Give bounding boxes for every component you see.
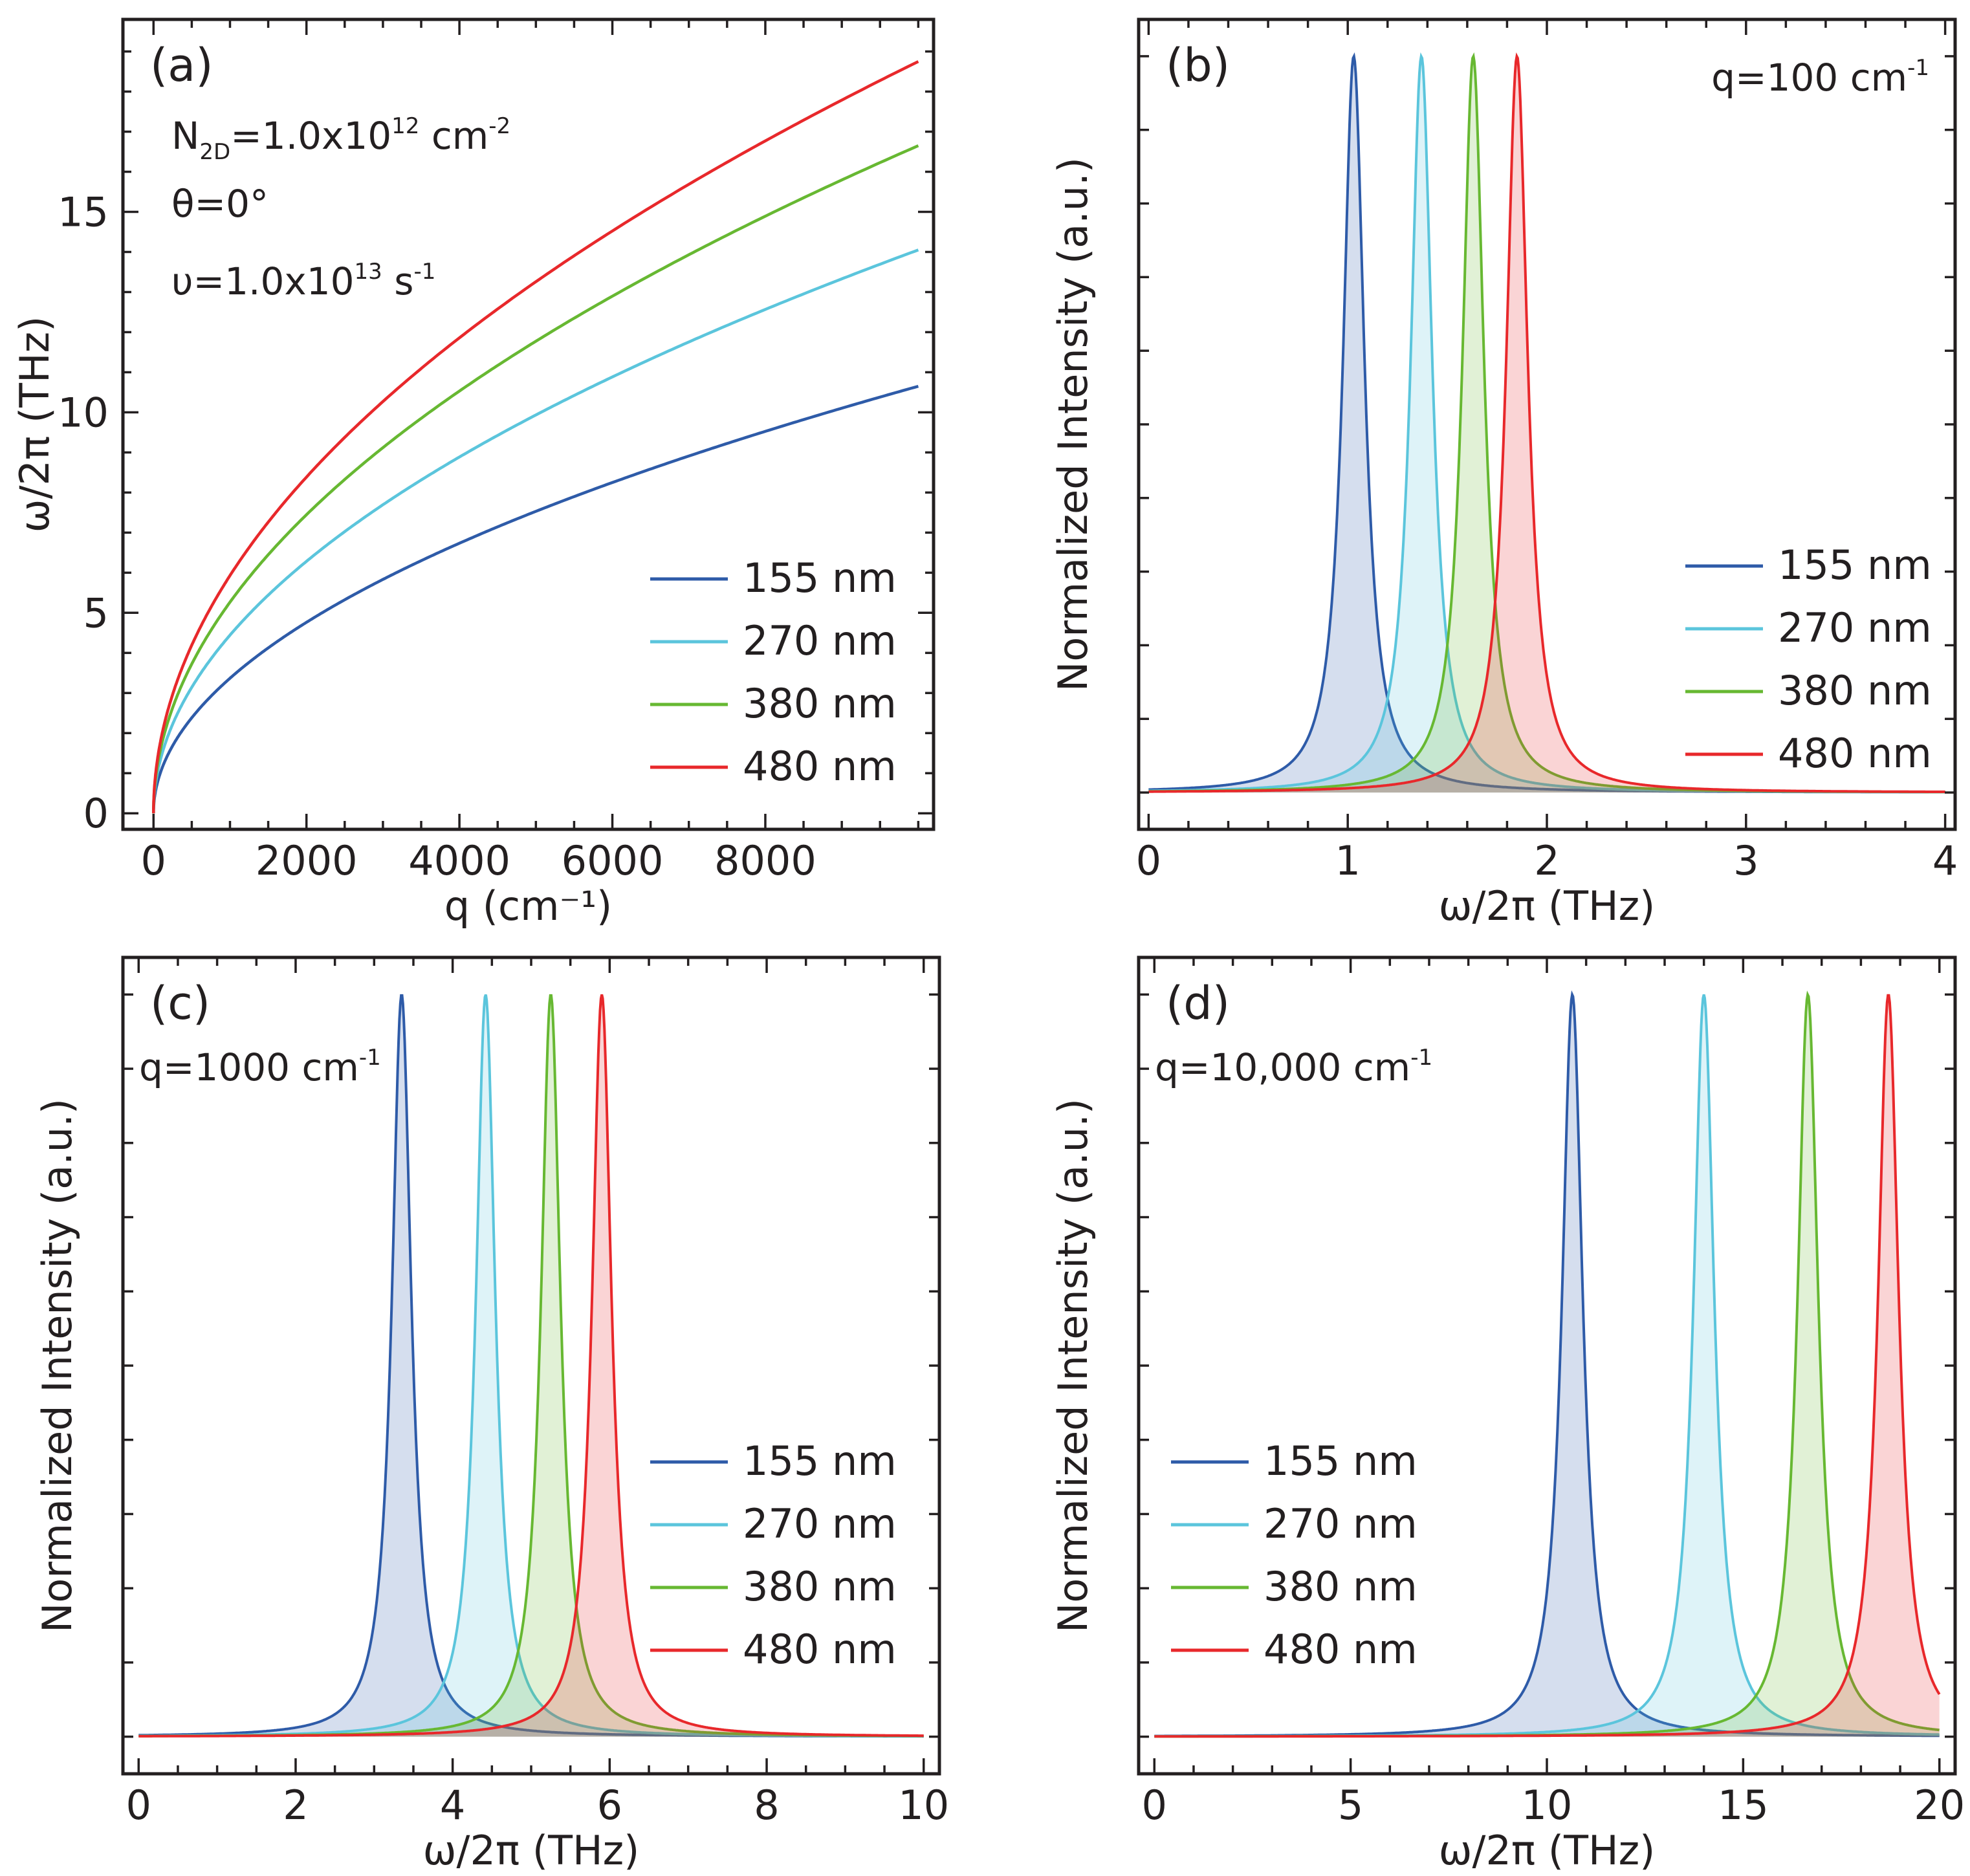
annotation-sup: -1 (359, 1045, 381, 1071)
x-tick-label: 5 (1338, 1782, 1363, 1829)
legend-label: 155 nm (743, 1437, 897, 1485)
series-line-270-nm (152, 248, 919, 814)
annotation-base: υ=1.0x10 (171, 259, 355, 303)
legend-label: 480 nm (743, 1626, 897, 1673)
x-tick-label: 0 (141, 837, 166, 884)
y-tick-label: 5 (83, 589, 109, 637)
annotation-sup2: -2 (488, 113, 510, 139)
legend-label: 155 nm (1778, 541, 1932, 589)
panel-label: (a) (150, 39, 213, 92)
series-line-380-nm (152, 144, 919, 814)
annotation-line: θ=0° (171, 182, 268, 226)
legend-label: 380 nm (1778, 667, 1932, 714)
annotation-sup: -1 (1907, 55, 1929, 81)
plot-area (1154, 990, 1941, 1738)
x-tick-label: 6 (597, 1782, 622, 1829)
x-tick-label: 3 (1733, 837, 1758, 884)
annotation: q=1000 cm-1 (139, 1045, 381, 1089)
panel-label: (d) (1166, 977, 1230, 1030)
legend-label: 480 nm (1778, 730, 1932, 777)
panel-label: (c) (150, 977, 210, 1030)
x-axis-label: ω/2π (THz) (1439, 1827, 1656, 1873)
series-fill-480-nm (1154, 995, 1940, 1737)
legend-label: 380 nm (743, 680, 897, 727)
legend-label: 270 nm (1264, 1500, 1417, 1547)
x-tick-label: 2 (1534, 837, 1559, 884)
annotation-line: N2D=1.0x1012 cm-2 (171, 113, 510, 165)
x-tick-label: 2000 (256, 837, 358, 884)
series-line-480-nm (152, 60, 919, 814)
series-line-480-nm (1148, 52, 1945, 794)
panel-a: 0 2000 4000 6000 8000 0 5 10 15 q (cm⁻¹) ω/2π (THz… (11, 17, 936, 930)
series-fill-380-nm (138, 995, 924, 1737)
annotation-base: N (171, 114, 199, 158)
x-axis-label: ω/2π (THz) (423, 1827, 640, 1873)
plot-area (1148, 52, 1945, 794)
panel-b: 0 1 2 3 4 ω/2π (THz) Normalized Intensity (a.u… (1049, 17, 1958, 930)
legend-label: 270 nm (743, 1500, 897, 1547)
y-axis-label: Normalized Intensity (a.u.) (1049, 1098, 1097, 1633)
annotation: q=10,000 cm-1 (1155, 1045, 1432, 1089)
plot-frame (121, 17, 936, 831)
legend-label: 270 nm (743, 617, 897, 664)
annotation-text: q=10,000 cm (1155, 1045, 1410, 1089)
series-fill-155-nm (1148, 56, 1945, 793)
annotation-sup: 12 (391, 113, 419, 139)
legend-label: 155 nm (1264, 1437, 1417, 1485)
legend-label: 380 nm (743, 1563, 897, 1610)
annotation-text: q=100 cm (1711, 56, 1907, 100)
x-axis-label: ω/2π (THz) (1439, 882, 1656, 930)
annotation-sup: 13 (355, 259, 382, 285)
y-axis-label: Normalized Intensity (a.u.) (34, 1098, 81, 1633)
y-axis-label: ω/2π (THz) (11, 316, 58, 533)
annotation-sup2: -1 (413, 259, 435, 285)
x-tick-label: 2 (283, 1782, 308, 1829)
series-line-155-nm (152, 384, 919, 814)
x-tick-label: 10 (898, 1782, 949, 1829)
x-tick-label: 1 (1335, 837, 1360, 884)
annotation: q=100 cm-1 (1711, 55, 1929, 100)
annotation-line: υ=1.0x1013 s-1 (171, 259, 435, 303)
legend-label: 270 nm (1778, 604, 1932, 651)
x-tick-label: 4 (1932, 837, 1958, 884)
x-tick-label: 6000 (562, 837, 664, 884)
y-tick-label: 15 (58, 189, 109, 236)
annotation-tail: s (382, 259, 414, 303)
annotation-sub: 2D (199, 139, 230, 165)
annotation-sup: -1 (1410, 1045, 1432, 1071)
panel-c: 0 2 4 6 8 10 ω/2π (THz) Normalized Intensity (a… (34, 955, 949, 1874)
panel-d: 0 5 10 15 20 ω/2π (THz) Normalized Intensity (… (1049, 955, 1965, 1874)
x-tick-label: 0 (1136, 837, 1161, 884)
legend-label: 480 nm (743, 743, 897, 790)
series-line-480-nm (1154, 994, 1941, 1738)
x-tick-label: 8 (754, 1782, 779, 1829)
legend-label: 155 nm (743, 554, 897, 602)
legend-label: 380 nm (1264, 1563, 1417, 1610)
x-tick-label: 4000 (408, 837, 510, 884)
x-tick-label: 0 (1142, 1782, 1167, 1829)
plot-area (152, 60, 919, 814)
x-tick-label: 10 (1522, 1782, 1573, 1829)
x-axis-label: q (cm⁻¹) (444, 882, 613, 930)
x-tick-label: 4 (440, 1782, 465, 1829)
y-tick-label: 10 (58, 389, 109, 436)
y-tick-label: 0 (83, 790, 109, 837)
x-tick-label: 15 (1718, 1782, 1769, 1829)
series-line-480-nm (138, 994, 924, 1738)
plot-area (138, 994, 924, 1738)
x-tick-label: 8000 (714, 837, 816, 884)
y-axis-label: Normalized Intensity (a.u.) (1049, 157, 1097, 692)
panel-label: (b) (1166, 39, 1230, 92)
annotation-text: q=1000 cm (139, 1045, 359, 1089)
x-tick-label: 0 (126, 1782, 151, 1829)
annotation-mid: =1.0x10 (230, 114, 391, 158)
annotation-tail: cm (419, 114, 488, 158)
x-tick-label: 20 (1914, 1782, 1965, 1829)
legend-label: 480 nm (1264, 1626, 1417, 1673)
annotation-base: θ=0° (171, 182, 268, 226)
